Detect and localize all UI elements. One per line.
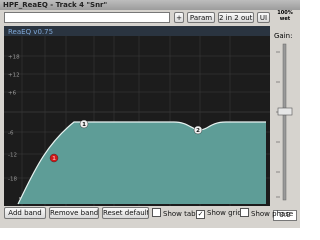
y-label: -6 bbox=[8, 131, 14, 137]
eq-curve bbox=[17, 121, 266, 205]
version-strip bbox=[4, 26, 270, 36]
remove-band-button[interactable]: Remove band bbox=[49, 207, 99, 219]
wet-label: 100% wet bbox=[272, 10, 298, 22]
version-label: ReaEQ v0.75 bbox=[8, 28, 53, 36]
checkbox[interactable]: Show phase bbox=[240, 208, 293, 220]
slider-track bbox=[282, 43, 287, 201]
gain-slider[interactable] bbox=[272, 42, 298, 202]
band-number: 2 bbox=[196, 128, 200, 134]
band-handle[interactable] bbox=[49, 153, 59, 163]
wet-text: wet bbox=[279, 16, 291, 22]
gain-label: Gain: bbox=[274, 32, 293, 40]
checkbox-label: Show phase bbox=[251, 210, 294, 218]
reset-defaults-button[interactable]: Reset defaults bbox=[102, 207, 149, 219]
band-handle[interactable] bbox=[79, 119, 89, 129]
checkbox[interactable]: Show tabs bbox=[152, 208, 199, 220]
add-band-button[interactable]: Add band bbox=[4, 207, 46, 219]
wet-percent: 100% bbox=[277, 10, 293, 16]
band-number: 1 bbox=[52, 156, 56, 162]
add-preset-button[interactable]: + bbox=[174, 12, 184, 23]
checkbox[interactable]: ✓ Show grid bbox=[196, 208, 242, 219]
ui-button[interactable]: UI bbox=[257, 12, 270, 23]
param-button[interactable]: Param bbox=[187, 12, 215, 23]
y-label: -18 bbox=[8, 177, 17, 183]
preset-dropdown[interactable] bbox=[4, 12, 170, 23]
y-label: +6 bbox=[8, 91, 17, 97]
reaeq-window: HPF_ReaEQ - Track 4 "Snr" + Param 2 in 2… bbox=[0, 0, 300, 228]
checkbox-label: Show grid bbox=[207, 209, 242, 217]
window-title: HPF_ReaEQ - Track 4 "Snr" bbox=[0, 0, 300, 10]
slider-ticks bbox=[276, 51, 280, 198]
gain-value[interactable]: 0.0 bbox=[273, 210, 297, 221]
y-label: +12 bbox=[8, 73, 20, 79]
band-number: 1 bbox=[82, 122, 86, 128]
y-label: +18 bbox=[8, 55, 20, 61]
checkbox-box[interactable] bbox=[152, 208, 161, 217]
checkbox-box[interactable]: ✓ bbox=[196, 210, 205, 219]
slider-thumb[interactable] bbox=[277, 107, 293, 116]
eq-fill bbox=[18, 122, 266, 204]
checkbox-box[interactable] bbox=[240, 208, 249, 217]
band-handle[interactable] bbox=[193, 125, 203, 135]
eq-graph[interactable]: ReaEQ v0.75 +18+12+6-6-12-18501002005001… bbox=[4, 26, 270, 206]
y-label: -12 bbox=[8, 153, 17, 159]
io-button[interactable]: 2 in 2 out... bbox=[218, 12, 254, 23]
checkbox-label: Show tabs bbox=[163, 210, 200, 218]
